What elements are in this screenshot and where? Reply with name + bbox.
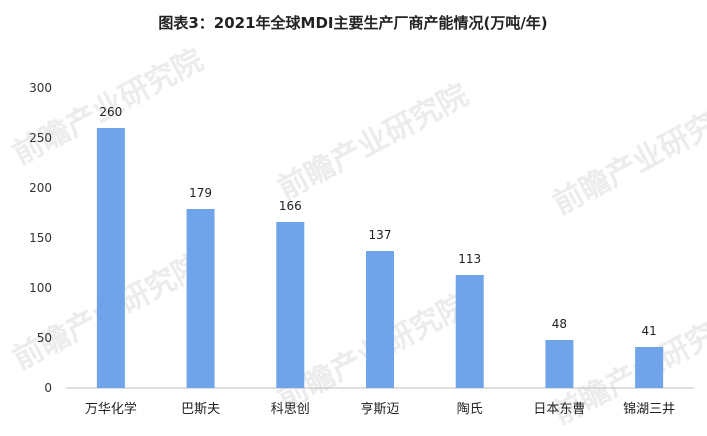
y-tick-label-200: 200 [29,181,52,195]
data-label-2: 166 [279,199,302,213]
data-label-1: 179 [189,186,212,200]
bar-2 [276,222,305,388]
y-tick-label-50: 50 [37,331,52,345]
category-label-3: 亨斯迈 [360,401,399,417]
category-label-0: 万华化学 [85,401,137,417]
bar-6 [635,347,664,388]
y-axis: 0 50 100 150 200 250 300 [29,81,52,395]
category-label-5: 日本东曹 [533,402,585,417]
category-label-4: 陶氏 [457,401,483,417]
y-tick-label-300: 300 [29,81,52,95]
data-label-5: 48 [552,317,567,331]
category-label-1: 巴斯夫 [181,402,220,417]
data-label-4: 113 [458,252,481,266]
category-labels: 万华化学 巴斯夫 科思创 亨斯迈 陶氏 日本东曹 锦湖三井 [85,401,675,417]
data-label-6: 41 [642,324,657,338]
bar-5 [545,340,574,388]
category-label-6: 锦湖三井 [623,402,675,417]
y-tick-label-0: 0 [44,381,52,395]
bar-0 [96,128,125,388]
watermark-text-1: 前瞻产业研究院 [272,78,474,207]
bars-group: 260 179 166 137 113 48 41 [96,105,664,388]
data-label-3: 137 [369,228,392,242]
data-label-0: 260 [99,105,122,119]
watermark-text-2: 前瞻产业研究院 [547,93,707,222]
category-label-2: 科思创 [271,402,310,417]
y-tick-label-150: 150 [29,231,52,245]
y-tick-label-100: 100 [29,281,52,295]
bar-1 [186,209,215,388]
y-tick-label-250: 250 [29,131,52,145]
bar-4 [455,275,484,388]
chart-title: 图表3：2021年全球MDI主要生产厂商产能情况(万吨/年) [158,14,547,32]
bar-3 [366,251,394,388]
